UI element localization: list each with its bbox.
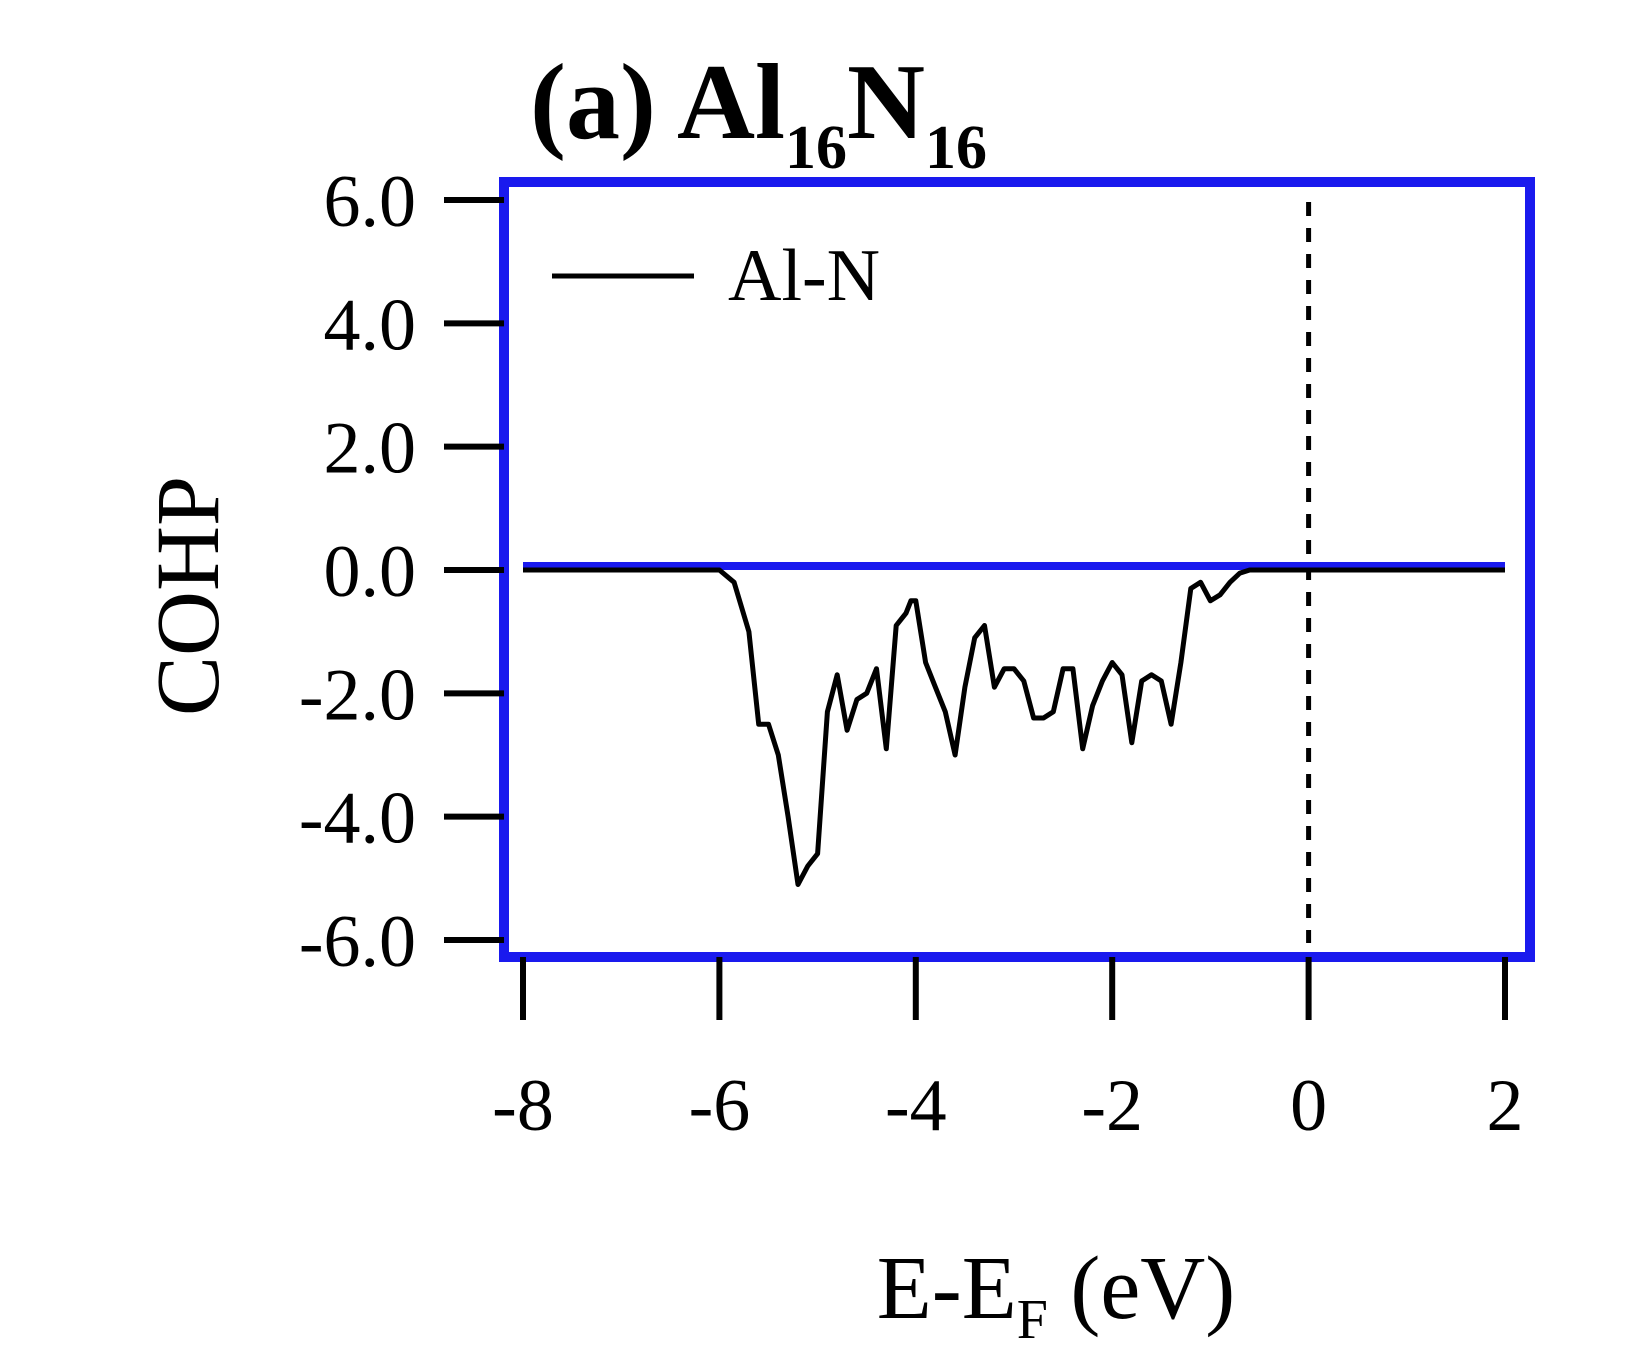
y-tick-label: -2.0 [299, 654, 416, 736]
series-line-al-n [523, 567, 1505, 887]
y-axis-label: COHP [139, 476, 238, 716]
y-axis: 6.0 4.0 2.0 0.0 -2.0 -4.0 -6.0 [299, 161, 504, 983]
x-axis-label-subscript: F [1017, 1289, 1048, 1351]
x-axis-label-main: E-E [877, 1239, 1017, 1338]
title-subscript-1: 16 [785, 114, 847, 182]
x-tick-label: 2 [1487, 1065, 1524, 1147]
x-tick-label: -8 [492, 1065, 554, 1147]
x-axis-label: E-EF (eV) [877, 1239, 1235, 1351]
y-tick-label: 4.0 [324, 284, 417, 366]
legend-label-al-n: Al-N [728, 235, 880, 317]
title-prefix: (a) [530, 43, 677, 162]
chart-title: (a) Al16N16 [530, 43, 987, 182]
series-group [523, 567, 1505, 887]
title-element-1: Al [677, 43, 785, 162]
y-tick-label: 0.0 [324, 531, 417, 613]
y-tick-label: 2.0 [324, 408, 417, 490]
x-axis-label-unit: (eV) [1048, 1239, 1235, 1338]
x-axis: -8 -6 -4 -2 0 2 [492, 957, 1524, 1147]
x-tick-label: -4 [885, 1065, 947, 1147]
y-tick-label: -6.0 [299, 901, 416, 983]
x-tick-label: -2 [1081, 1065, 1143, 1147]
x-tick-label: -6 [689, 1065, 751, 1147]
y-tick-label: -4.0 [299, 778, 416, 860]
y-tick-label: 6.0 [324, 161, 417, 243]
x-tick-label: 0 [1290, 1065, 1327, 1147]
legend: Al-N [552, 235, 880, 317]
title-subscript-2: 16 [925, 114, 987, 182]
title-element-2: N [847, 43, 925, 162]
